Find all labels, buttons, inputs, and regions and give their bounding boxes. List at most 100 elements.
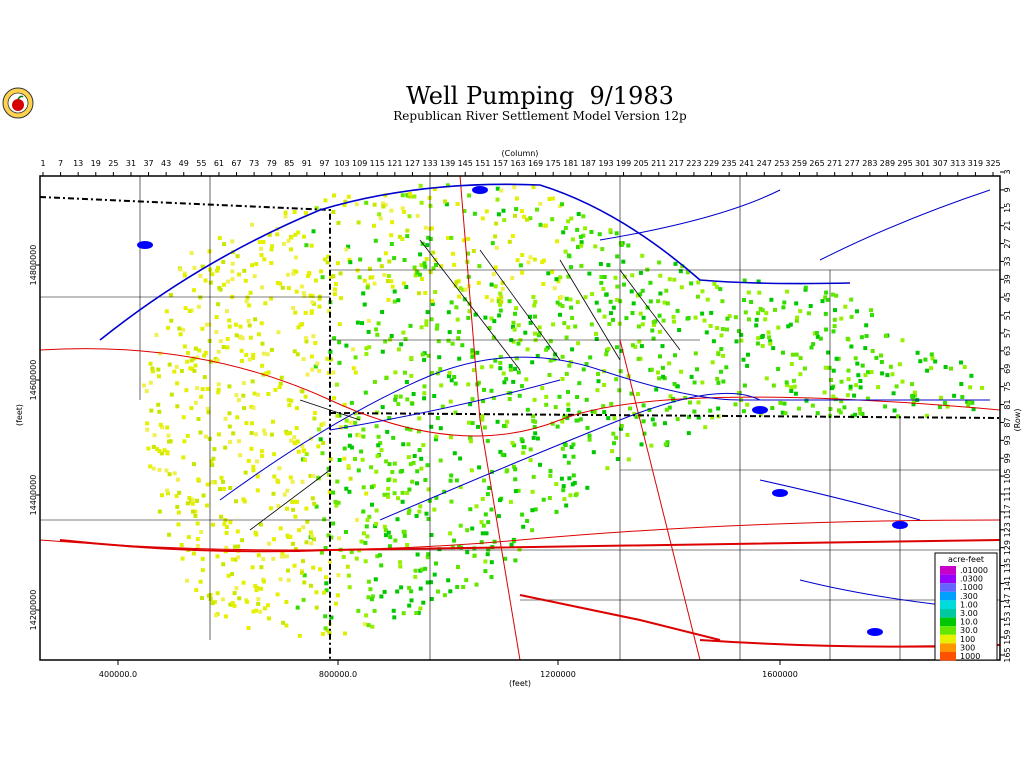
pumping-cell	[232, 603, 237, 608]
pumping-cell	[271, 491, 276, 496]
pumping-cell	[770, 406, 775, 410]
pumping-cell	[198, 273, 203, 278]
pumping-cell	[758, 306, 763, 311]
pumping-cell	[156, 402, 161, 407]
pumping-cell	[760, 308, 765, 313]
pumping-cell	[240, 336, 245, 341]
pumping-cell	[205, 503, 209, 508]
pumping-cell	[378, 441, 383, 446]
pumping-cell	[353, 411, 358, 416]
pumping-cell	[415, 213, 420, 218]
pumping-cell	[557, 394, 562, 399]
pumping-cell	[834, 356, 839, 361]
pumping-cell	[300, 570, 304, 575]
pumping-cell	[289, 438, 294, 443]
pumping-cell	[649, 367, 654, 372]
pumping-cell	[832, 317, 837, 322]
pumping-cell	[151, 444, 156, 449]
pumping-cell	[392, 461, 397, 466]
pumping-cell	[692, 409, 697, 414]
row-tick-label: 111	[1003, 486, 1012, 501]
pumping-cell	[489, 316, 494, 321]
pumping-cell	[626, 243, 631, 248]
pumping-cell	[513, 213, 517, 218]
pumping-cell	[267, 232, 272, 237]
pumping-cell	[366, 283, 370, 288]
pumping-cell	[664, 407, 669, 412]
pumping-cell	[304, 339, 309, 344]
pumping-cell	[818, 336, 823, 341]
pumping-cell	[444, 202, 449, 207]
pumping-cell	[756, 336, 761, 341]
pumping-cell	[718, 287, 723, 292]
pumping-cell	[309, 541, 314, 546]
pumping-cell	[407, 585, 412, 590]
pumping-cell	[548, 339, 553, 344]
pumping-cell	[634, 414, 639, 419]
pumping-cell	[452, 451, 457, 456]
pumping-cell	[458, 286, 463, 291]
pumping-cell	[385, 279, 390, 283]
pumping-cell	[869, 308, 874, 313]
pumping-cell	[225, 309, 229, 314]
pumping-cell	[511, 379, 516, 384]
pumping-cell	[291, 507, 296, 512]
pumping-cell	[172, 369, 177, 374]
pumping-cell	[256, 392, 261, 397]
pumping-cell	[425, 463, 430, 468]
pumping-cell	[533, 299, 538, 304]
pumping-cell	[247, 303, 252, 308]
pumping-cell	[432, 394, 437, 398]
pumping-cell	[823, 295, 828, 300]
pumping-cell	[334, 601, 338, 606]
pumping-cell	[406, 511, 411, 515]
pumping-cell	[608, 228, 613, 233]
pumping-cell	[664, 288, 669, 293]
pumping-cell	[415, 270, 420, 275]
pumping-cell	[588, 355, 593, 360]
pumping-cell	[409, 355, 414, 360]
pumping-cell	[700, 380, 705, 385]
pumping-cell	[316, 444, 321, 449]
pumping-cell	[719, 369, 723, 374]
pumping-cell	[421, 600, 426, 605]
pumping-cell	[364, 346, 369, 351]
pumping-cell	[689, 281, 694, 286]
pumping-cell	[322, 590, 326, 595]
pumping-cell	[516, 370, 521, 375]
pumping-cell	[803, 285, 808, 290]
pumping-cell	[754, 323, 759, 328]
pumping-cell	[423, 290, 428, 295]
pumping-cell	[381, 201, 385, 206]
y-tick-label: 14200000	[29, 590, 38, 631]
pumping-cell	[393, 394, 398, 399]
pumping-cell	[960, 395, 965, 399]
pumping-cell	[365, 285, 370, 290]
pumping-cell	[417, 509, 422, 514]
pumping-cell	[236, 398, 241, 403]
pumping-cell	[830, 386, 834, 391]
pumping-cell	[210, 463, 215, 468]
pumping-cell	[604, 292, 609, 297]
pumping-cell	[375, 554, 380, 559]
pumping-cell	[828, 407, 833, 411]
pumping-cell	[237, 596, 242, 601]
pumping-cell	[832, 324, 837, 329]
pumping-cell	[630, 273, 635, 278]
row-tick-label: 51	[1003, 310, 1012, 320]
pumping-cell	[476, 280, 481, 285]
pumping-cell	[268, 506, 273, 511]
pumping-cell	[254, 262, 259, 266]
legend-swatch	[940, 591, 956, 601]
pumping-cell	[425, 555, 430, 560]
pumping-cell	[181, 415, 186, 420]
pumping-cell	[200, 556, 205, 561]
drainage	[249, 239, 681, 531]
pumping-cell	[191, 551, 196, 556]
pumping-cell	[214, 613, 218, 618]
legend-swatch	[940, 617, 956, 627]
pumping-cell	[842, 405, 847, 410]
pumping-cell	[553, 405, 558, 410]
pumping-cell	[259, 321, 264, 326]
pumping-cell	[148, 464, 153, 469]
